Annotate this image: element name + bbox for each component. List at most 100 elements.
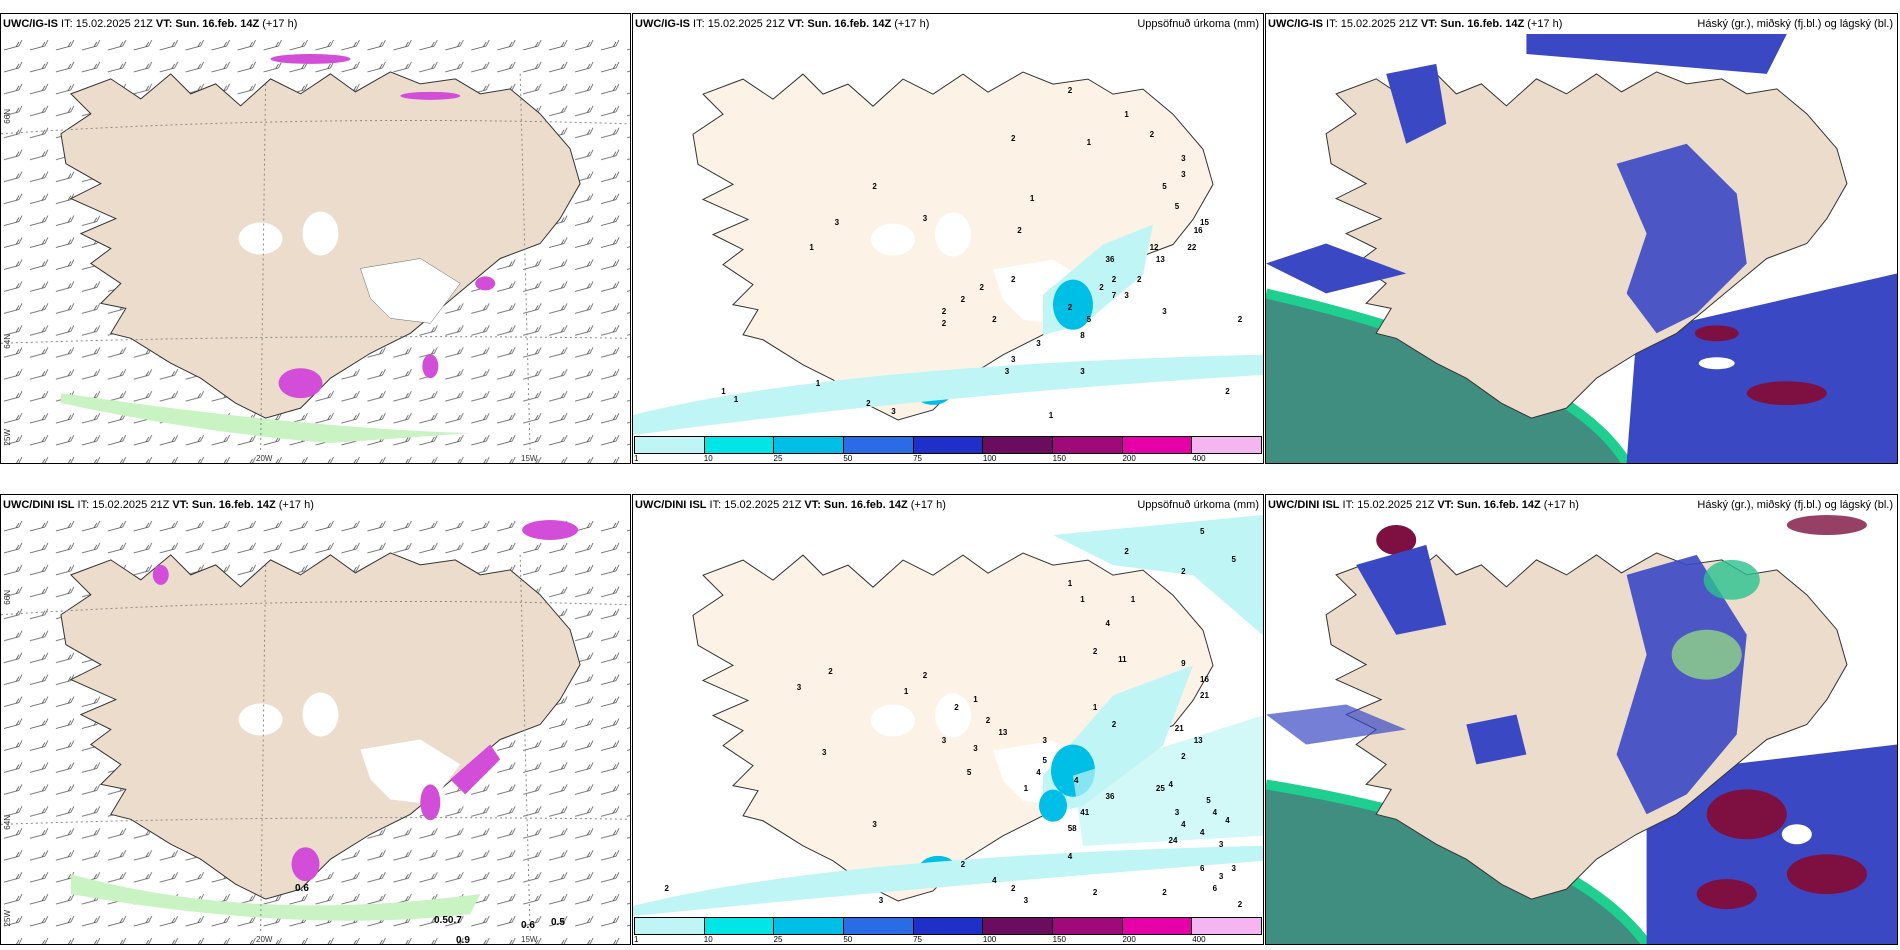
precip-value-label: 2 bbox=[872, 182, 877, 192]
map-area[interactable] bbox=[1, 34, 630, 463]
precip-value-label: 1 bbox=[1029, 194, 1035, 204]
precip-value-label: 3 bbox=[1218, 871, 1224, 881]
precip-value-label: 4 bbox=[1200, 827, 1205, 837]
precip-value-label: 12 bbox=[1149, 242, 1159, 252]
precip-value-label: 22 bbox=[1187, 242, 1197, 252]
map-panel-clouds-ig: UWC/IG-IS IT: 15.02.2025 21Z VT: Sun. 16… bbox=[1265, 13, 1898, 464]
precip-value-label: 2 bbox=[941, 318, 947, 328]
value-label: 0.5 bbox=[551, 917, 565, 928]
precip-value-label: 4 bbox=[1168, 779, 1173, 789]
precip-value-label: 4 bbox=[1225, 815, 1230, 825]
precip-value-label: 1 bbox=[1023, 783, 1029, 793]
colorbar: 1 10 25 50 75 100 150 200 400 bbox=[634, 436, 1262, 463]
precip-value-label: 1 bbox=[815, 378, 821, 388]
precip-value-label: 2 bbox=[1149, 130, 1155, 140]
panel-header: UWC/DINI ISL IT: 15.02.2025 21Z VT: Sun.… bbox=[633, 495, 1263, 515]
precip-value-label: 16 bbox=[1193, 226, 1203, 236]
precip-value-label: 2 bbox=[1111, 274, 1117, 284]
precip-value-label: 24 bbox=[1168, 835, 1178, 845]
precip-value-label: 3 bbox=[872, 819, 877, 829]
precip-value-label: 11 bbox=[1118, 655, 1127, 665]
precip-value-label: 3 bbox=[1124, 290, 1129, 300]
colorbar-swatch bbox=[913, 918, 984, 934]
precip-value-label: 2 bbox=[1011, 134, 1016, 144]
precip-value-label: 4 bbox=[1212, 807, 1218, 817]
precip-value-label: 5 bbox=[1206, 795, 1211, 805]
precip-value-label: 2 bbox=[960, 294, 966, 304]
map-panel-wind-dini: UWC/DINI ISL IT: 15.02.2025 21Z VT: Sun.… bbox=[0, 494, 631, 945]
precip-value-label: 2 bbox=[1111, 719, 1117, 729]
map-area[interactable] bbox=[1266, 515, 1897, 944]
precip-value-label: 7 bbox=[1111, 290, 1117, 300]
precip-value-label: 13 bbox=[998, 727, 1008, 737]
colorbar-swatch bbox=[983, 918, 1054, 934]
precip-value-label: 3 bbox=[1080, 366, 1085, 376]
precip-value-label: 1 bbox=[721, 386, 726, 396]
colorbar-tick: 200 bbox=[1122, 935, 1136, 944]
precip-value-label: 2 bbox=[828, 667, 833, 677]
precip-value-label: 2 bbox=[1067, 302, 1073, 312]
precip-value-label: 2 bbox=[992, 314, 997, 324]
precip-value-label: 4 bbox=[1074, 775, 1079, 785]
precip-value-label: 2 bbox=[960, 859, 966, 869]
precip-value-label: 21 bbox=[1174, 723, 1184, 733]
precip-value-label: 1 bbox=[1092, 703, 1098, 713]
map-area[interactable]: 2 1 2 1 3 3 5 5 15 16 22 12 13 36 2 2 2 2 2 2 2 2 2 2 7 3 3 5 8 3 3 3 3 1… bbox=[633, 34, 1263, 435]
precip-value-label: 1 bbox=[973, 695, 978, 705]
precip-value-label: 2 bbox=[866, 398, 871, 408]
precip-value-label: 2 bbox=[1011, 274, 1016, 284]
precip-value-label: 2 bbox=[985, 715, 991, 725]
lon-label-20w: 20W bbox=[256, 454, 273, 463]
precip-value-label: 36 bbox=[1105, 254, 1115, 264]
precip-value-label: 36 bbox=[1105, 791, 1115, 801]
precip-value-label: 1 bbox=[1124, 110, 1129, 120]
precip-value-label: 1 bbox=[1048, 410, 1054, 420]
colorbar-tick: 400 bbox=[1192, 454, 1206, 463]
colorbar-tick: 10 bbox=[703, 454, 713, 463]
precip-value-label: 1 bbox=[1080, 595, 1085, 605]
precip-value-label: 5 bbox=[1200, 527, 1205, 537]
colorbar-tick: 1 bbox=[634, 454, 639, 463]
value-label: 0.6 bbox=[521, 920, 535, 931]
colorbar-swatch bbox=[774, 437, 845, 453]
panel-header: UWC/DINI ISL IT: 15.02.2025 21Z VT: Sun.… bbox=[1266, 495, 1897, 515]
precip-value-label: 5 bbox=[1162, 182, 1167, 192]
precip-value-label: 2 bbox=[1237, 314, 1243, 324]
precip-value-label: 2 bbox=[1181, 567, 1186, 577]
colorbar-tick: 1 bbox=[634, 935, 639, 944]
precip-value-label: 6 bbox=[1212, 883, 1218, 893]
precip-value-label: 2 bbox=[664, 883, 669, 893]
colorbar-tick: 50 bbox=[843, 935, 853, 944]
precip-value-label: 3 bbox=[891, 406, 896, 416]
lon-label-25w: 25W bbox=[3, 910, 12, 927]
map-area[interactable]: 5 5 2 1 2 1 1 4 2 11 9 16 21 1 2 3 5 13 21 13 2 5 4 36 25 3 24 41 58… bbox=[633, 515, 1263, 916]
precip-value-label: 2 bbox=[1067, 86, 1073, 96]
precip-value-label: 4 bbox=[1105, 619, 1110, 629]
colorbar-tick: 50 bbox=[843, 454, 853, 463]
colorbar-swatch bbox=[1192, 437, 1262, 453]
lat-label-66: 66N bbox=[3, 109, 12, 124]
precip-value-label: 2 bbox=[1237, 899, 1243, 909]
colorbar-swatch bbox=[704, 437, 775, 453]
lon-label-15w: 15W bbox=[521, 935, 538, 944]
colorbar-swatch bbox=[704, 918, 775, 934]
colorbar-swatch bbox=[1192, 918, 1262, 934]
precip-value-label: 3 bbox=[1174, 807, 1180, 817]
precip-value-label: 2 bbox=[1092, 647, 1098, 657]
map-panel-wind-ig: UWC/IG-IS IT: 15.02.2025 21Z VT: Sun. 16… bbox=[0, 13, 631, 464]
precip-value-label: 3 bbox=[1181, 170, 1186, 180]
colorbar-tick: 150 bbox=[1052, 935, 1067, 944]
colorbar-swatch bbox=[635, 918, 705, 934]
colorbar-swatch bbox=[913, 437, 984, 453]
precip-value-label: 1 bbox=[733, 394, 739, 404]
lon-label-15w: 15W bbox=[521, 454, 538, 463]
precip-value-label: 4 bbox=[1067, 851, 1073, 861]
precip-value-label: 4 bbox=[1181, 819, 1186, 829]
precip-value-label: 41 bbox=[1080, 807, 1090, 817]
colorbar-tick: 25 bbox=[773, 454, 783, 463]
colorbar-tick: 75 bbox=[913, 935, 923, 944]
precip-value-label: 2 bbox=[979, 282, 984, 292]
precip-value-label: 5 bbox=[966, 767, 972, 777]
map-area[interactable] bbox=[1266, 34, 1897, 463]
map-area[interactable]: 0.6 0.50.7 0.9 0.6 0.5 bbox=[1, 515, 630, 944]
